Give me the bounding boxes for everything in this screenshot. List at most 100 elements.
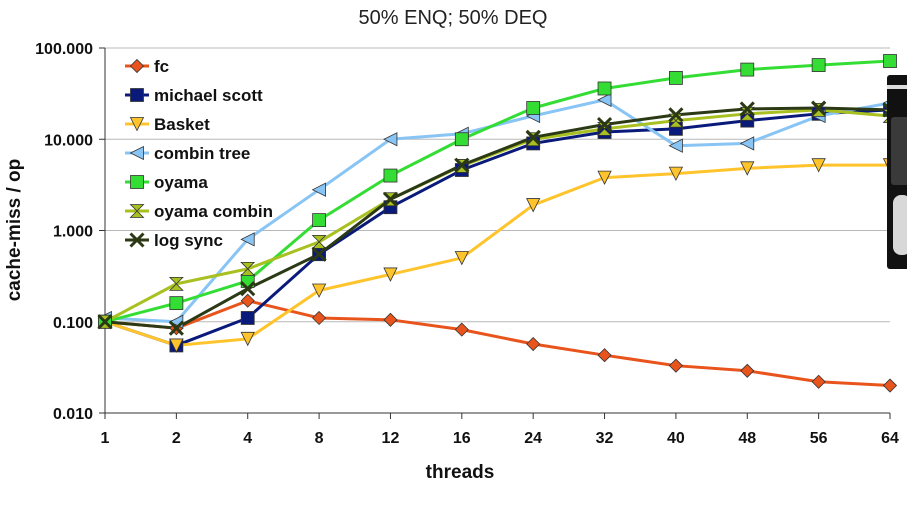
data-point bbox=[312, 213, 326, 228]
series-line bbox=[104, 106, 891, 330]
data-point bbox=[240, 232, 255, 247]
y-axis-title: cache-miss / op bbox=[4, 159, 25, 302]
data-point bbox=[311, 182, 326, 197]
data-point bbox=[526, 336, 541, 352]
data-point bbox=[311, 283, 327, 298]
data-point bbox=[129, 117, 145, 132]
x-tick-label: 56 bbox=[810, 430, 828, 447]
marker-stroke bbox=[596, 116, 613, 133]
data-point bbox=[668, 138, 683, 153]
data-point bbox=[811, 374, 826, 389]
data-point bbox=[454, 251, 469, 266]
data-point bbox=[739, 136, 755, 151]
x-axis-title: threads bbox=[426, 462, 495, 483]
data-point bbox=[526, 198, 541, 213]
data-point bbox=[129, 145, 144, 161]
data-point bbox=[129, 232, 145, 248]
data-point bbox=[597, 170, 612, 185]
data-point bbox=[668, 107, 684, 123]
x-tick-label: 4 bbox=[243, 430, 252, 447]
data-point bbox=[740, 62, 755, 77]
data-point bbox=[597, 81, 612, 96]
data-point bbox=[383, 312, 398, 327]
series-line bbox=[104, 299, 891, 388]
data-point bbox=[526, 101, 541, 115]
y-tick-label: 0.100 bbox=[53, 315, 93, 332]
marker-stroke bbox=[739, 101, 755, 117]
data-point bbox=[597, 348, 612, 363]
data-point bbox=[311, 235, 327, 249]
data-point bbox=[129, 58, 145, 74]
y-tick-label: 10.000 bbox=[44, 132, 93, 149]
series-line bbox=[104, 108, 891, 347]
data-point bbox=[240, 261, 256, 276]
series-line bbox=[104, 163, 890, 347]
x-tick-label: 12 bbox=[382, 430, 400, 447]
axes bbox=[99, 47, 891, 419]
data-point bbox=[739, 101, 755, 117]
data-point bbox=[169, 338, 184, 353]
legend: fc michael scott Basket combin tree oyama oya… bbox=[125, 57, 273, 250]
data-point bbox=[383, 132, 398, 147]
marker-stroke bbox=[311, 246, 327, 262]
data-point bbox=[383, 267, 398, 282]
data-point bbox=[811, 58, 826, 72]
data-point bbox=[454, 157, 470, 173]
data-point bbox=[382, 191, 399, 207]
x-tick-labels: 1 2 4 8 12 16 24 32 40 48 56 64 bbox=[101, 430, 899, 447]
data-point bbox=[130, 88, 144, 102]
legend-label: combin tree bbox=[154, 144, 250, 163]
data-point bbox=[97, 314, 113, 330]
data-point bbox=[383, 168, 398, 183]
x-tick-label: 8 bbox=[315, 430, 324, 447]
data-point bbox=[168, 320, 184, 336]
data-point bbox=[168, 276, 184, 291]
y-tick-label: 100.000 bbox=[35, 41, 93, 58]
data-point bbox=[740, 363, 755, 378]
data-point bbox=[597, 92, 612, 108]
data-point bbox=[668, 358, 683, 373]
data-point bbox=[669, 71, 683, 85]
data-point bbox=[668, 166, 684, 182]
data-point bbox=[882, 378, 898, 393]
video-overlay-panel bbox=[887, 75, 907, 269]
legend-label: Basket bbox=[154, 115, 210, 134]
x-tick-label: 2 bbox=[172, 430, 181, 447]
x-tick-label: 24 bbox=[524, 430, 542, 447]
data-point bbox=[811, 158, 826, 173]
x-tick-label: 32 bbox=[596, 430, 614, 447]
data-point bbox=[454, 132, 469, 147]
marker-stroke bbox=[129, 232, 145, 248]
marker-stroke bbox=[168, 320, 184, 336]
data-point bbox=[454, 322, 469, 337]
data-point bbox=[883, 54, 897, 68]
x-tick-label: 48 bbox=[738, 430, 756, 447]
data-point bbox=[596, 116, 613, 133]
data-point bbox=[240, 281, 256, 297]
y-tick-label: 0.010 bbox=[53, 406, 93, 423]
data-point bbox=[129, 204, 145, 218]
legend-label: oyama bbox=[154, 173, 208, 192]
x-tick-label: 64 bbox=[881, 430, 899, 447]
data-point bbox=[811, 100, 827, 116]
x-tick-label: 16 bbox=[453, 430, 471, 447]
legend-label: log sync bbox=[154, 231, 223, 250]
legend-label: michael scott bbox=[154, 86, 263, 105]
marker-stroke bbox=[811, 100, 827, 116]
overlay-button bbox=[893, 195, 907, 255]
marker-stroke bbox=[668, 107, 684, 123]
data-point bbox=[240, 293, 255, 308]
data-point bbox=[240, 311, 255, 325]
chart-title: 50% ENQ; 50% DEQ bbox=[359, 7, 548, 29]
data-point bbox=[169, 296, 184, 311]
overlay-bar bbox=[887, 85, 907, 89]
series-line bbox=[104, 59, 891, 324]
legend-label: oyama combin bbox=[154, 202, 273, 221]
overlay-block bbox=[891, 117, 907, 185]
data-point bbox=[525, 129, 541, 145]
series-group bbox=[97, 54, 898, 393]
marker-stroke bbox=[454, 157, 470, 173]
marker-stroke bbox=[382, 191, 399, 207]
x-tick-label: 40 bbox=[667, 430, 685, 447]
